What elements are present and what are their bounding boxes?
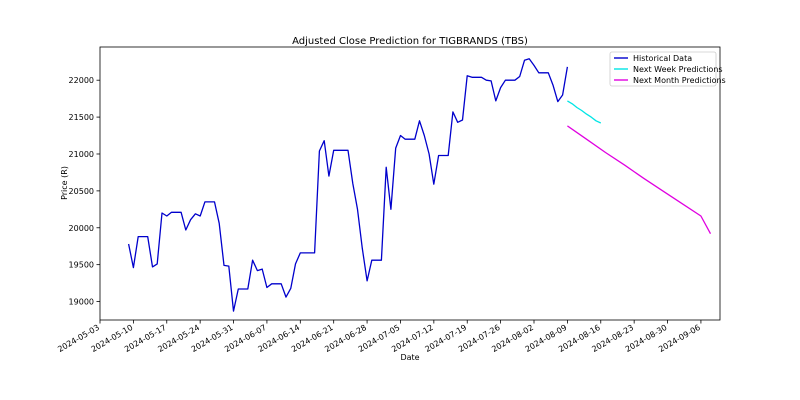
plot-area [99,46,721,321]
legend-box [609,51,717,87]
y-tick-label: 22000 [69,76,94,85]
x-axis-label: Date [400,353,419,362]
y-axis-label: Price (R) [60,166,69,200]
legend-entry-2: Next Week Predictions [633,65,723,74]
series-line-3 [567,125,712,235]
legend-entry-1: Historical Data [633,54,692,63]
y-tick-label: 20500 [69,187,94,196]
y-tick-label: 20000 [69,224,94,233]
legend: Historical Data Next Week Predictions Next… [609,51,726,87]
y-tick-label: 21000 [69,150,94,159]
y-tick-label: 19000 [69,298,94,307]
y-tick-label: 19500 [69,261,94,270]
series-line-2 [567,100,602,124]
y-tick-label: 21500 [69,113,94,122]
chart-title: Adjusted Close Prediction for TIGBRANDS … [292,36,528,47]
x-axis: 2024-05-032024-05-102024-05-172024-05-24… [56,320,702,354]
legend-entry-3: Next Month Predictions [633,76,726,85]
plot-frame [99,46,721,321]
y-axis: 19000 19500 20000 20500 21000 21500 22000 [69,76,100,307]
series-line-1 [127,58,569,312]
